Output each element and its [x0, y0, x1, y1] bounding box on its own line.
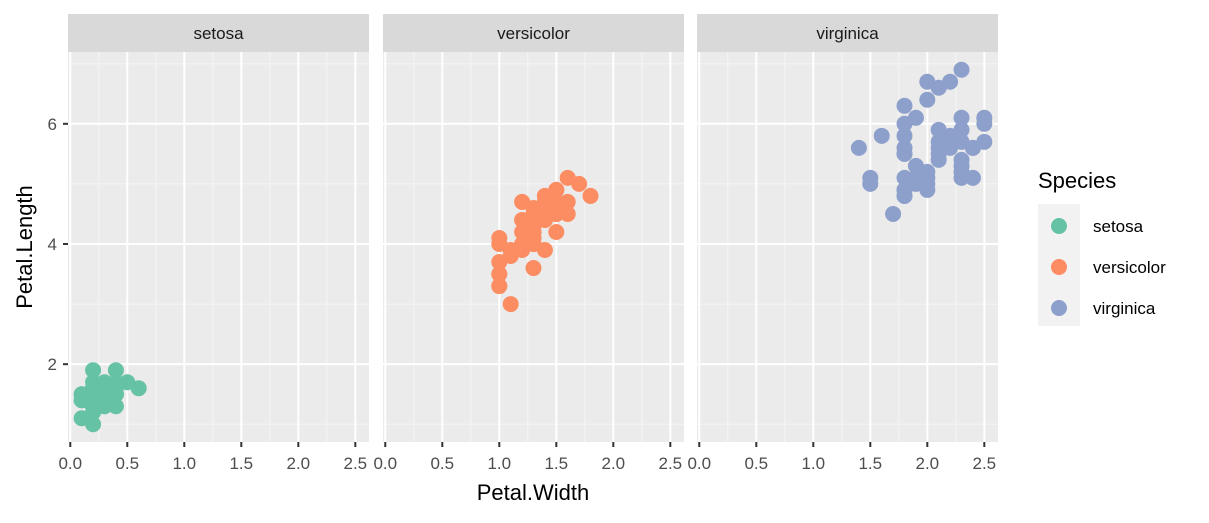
legend-key-virginica: [1051, 300, 1067, 316]
data-point-virginica: [907, 109, 924, 126]
facet-panel-versicolor: versicolor 0.0 0.5 1.0 1.5 2.0 2.5: [373, 14, 684, 473]
data-point-versicolor: [559, 193, 576, 210]
data-point-setosa: [85, 416, 102, 433]
data-point-setosa: [85, 392, 102, 409]
data-point-versicolor: [536, 199, 553, 216]
x-tick-label: 2.5: [658, 454, 682, 473]
x-tick-label: 0.5: [115, 454, 139, 473]
data-point-virginica: [850, 139, 867, 156]
data-point-virginica: [953, 121, 970, 138]
facet-panel-virginica: virginica 0.0 0.5 1.0 1.5 2.0 2.5: [687, 14, 998, 473]
data-point-virginica: [885, 205, 902, 222]
data-point-versicolor: [548, 223, 565, 240]
x-tick-label: 2.0: [915, 454, 939, 473]
data-point-versicolor: [491, 254, 508, 271]
data-point-virginica: [919, 163, 936, 180]
data-point-virginica: [919, 91, 936, 108]
data-point-virginica: [953, 109, 970, 126]
data-point-virginica: [930, 139, 947, 156]
data-point-virginica: [896, 187, 913, 204]
data-point-virginica: [862, 169, 879, 186]
x-tick-label: 2.0: [286, 454, 310, 473]
data-point-versicolor: [491, 229, 508, 246]
legend-key-versicolor: [1051, 259, 1067, 275]
facet-panels: setosa 0.0 0.5 1.0 1.5 2.0 2.5 versicolor 0.0 0.5…: [48, 14, 998, 473]
facet-strip-label: versicolor: [497, 24, 570, 43]
data-point-versicolor: [525, 260, 542, 277]
y-tick-label: 6: [48, 115, 57, 134]
x-tick-label: 2.0: [601, 454, 625, 473]
facet-strip: [383, 14, 684, 52]
data-point-versicolor: [582, 187, 599, 204]
x-tick-label: 0.5: [430, 454, 454, 473]
data-point-virginica: [942, 139, 959, 156]
x-axis-title: Petal.Width: [477, 480, 590, 505]
data-point-setosa: [85, 362, 102, 379]
data-point-virginica: [930, 151, 947, 168]
x-tick-label: 2.5: [972, 454, 996, 473]
x-tick-label: 2.5: [343, 454, 367, 473]
data-point-virginica: [953, 163, 970, 180]
data-point-virginica: [896, 97, 913, 114]
data-point-virginica: [976, 109, 993, 126]
legend-label-virginica: virginica: [1093, 299, 1156, 318]
panel-background: [697, 52, 998, 442]
data-point-virginica: [873, 127, 890, 144]
data-point-virginica: [976, 133, 993, 150]
x-tick-label: 0.0: [373, 454, 397, 473]
legend-key-setosa: [1051, 218, 1067, 234]
x-tick-label: 1.0: [487, 454, 511, 473]
data-point-virginica: [953, 61, 970, 78]
data-point-virginica: [919, 73, 936, 90]
data-point-virginica: [953, 151, 970, 168]
facet-strip-label: virginica: [816, 24, 879, 43]
data-point-versicolor: [525, 217, 542, 234]
x-tick-label: 0.0: [687, 454, 711, 473]
legend-label-setosa: setosa: [1093, 217, 1144, 236]
data-point-versicolor: [559, 169, 576, 186]
data-point-virginica: [896, 169, 913, 186]
facet-strip-label: setosa: [193, 24, 244, 43]
x-tick-label: 1.5: [544, 454, 568, 473]
y-axis-title: Petal.Length: [12, 185, 37, 309]
x-tick-label: 0.0: [58, 454, 82, 473]
legend-title: Species: [1038, 168, 1116, 193]
x-tick-label: 1.0: [172, 454, 196, 473]
data-point-versicolor: [491, 266, 508, 283]
x-tick-label: 1.5: [229, 454, 253, 473]
data-point-versicolor: [559, 205, 576, 222]
data-point-versicolor: [502, 296, 519, 313]
x-tick-label: 0.5: [744, 454, 768, 473]
y-tick-label: 4: [48, 235, 57, 254]
data-point-versicolor: [525, 229, 542, 246]
x-tick-label: 1.5: [858, 454, 882, 473]
legend: Species setosa versicolor virginica: [1038, 168, 1166, 326]
data-point-virginica: [942, 73, 959, 90]
data-point-versicolor: [491, 278, 508, 295]
data-point-virginica: [896, 127, 913, 144]
legend-label-versicolor: versicolor: [1093, 258, 1166, 277]
data-point-setosa: [130, 380, 147, 397]
data-point-virginica: [896, 145, 913, 162]
facet-strip: [697, 14, 998, 52]
facet-strip: [68, 14, 369, 52]
data-point-versicolor: [514, 193, 531, 210]
data-point-setosa: [107, 362, 124, 379]
y-tick-label: 2: [48, 355, 57, 374]
facet-panel-setosa: setosa 0.0 0.5 1.0 1.5 2.0 2.5: [58, 14, 369, 473]
x-tick-label: 1.0: [801, 454, 825, 473]
